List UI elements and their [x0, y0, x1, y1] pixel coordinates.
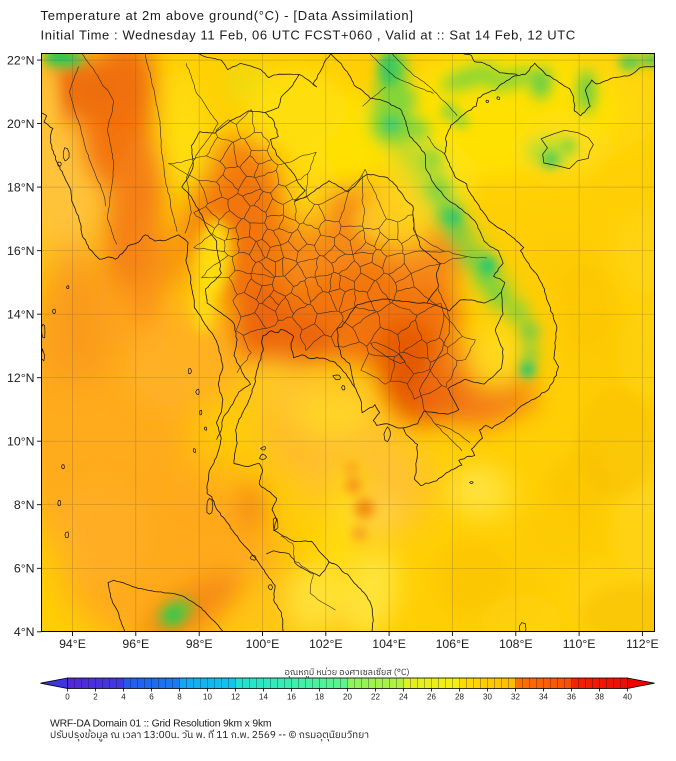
svg-text:4: 4 [121, 693, 126, 702]
svg-text:98°E: 98°E [186, 637, 213, 651]
svg-text:112°E: 112°E [626, 637, 659, 651]
svg-text:16°N: 16°N [7, 244, 34, 258]
svg-text:18°N: 18°N [7, 180, 34, 194]
svg-text:38: 38 [595, 693, 604, 702]
svg-text:18: 18 [315, 693, 324, 702]
svg-text:34: 34 [539, 693, 548, 702]
svg-text:30: 30 [483, 693, 492, 702]
svg-text:16: 16 [287, 693, 296, 702]
svg-text:36: 36 [567, 693, 576, 702]
svg-text:104°E: 104°E [372, 637, 406, 651]
svg-text:108°E: 108°E [499, 637, 533, 651]
svg-text:32: 32 [511, 693, 520, 702]
svg-text:22: 22 [371, 693, 380, 702]
svg-text:14: 14 [259, 693, 268, 702]
svg-text:24: 24 [399, 693, 408, 702]
svg-text:6°N: 6°N [14, 562, 35, 576]
svg-text:10°N: 10°N [7, 435, 34, 449]
svg-text:20: 20 [343, 693, 352, 702]
svg-text:6: 6 [149, 693, 154, 702]
svg-text:40: 40 [623, 693, 632, 702]
svg-text:0: 0 [65, 693, 70, 702]
svg-text:4°N: 4°N [14, 625, 35, 639]
svg-text:Initial Time : Wednesday 11 Fe: Initial Time : Wednesday 11 Feb, 06 UTC … [41, 28, 576, 43]
svg-text:22°N: 22°N [7, 53, 34, 67]
svg-text:14°N: 14°N [7, 308, 34, 322]
svg-text:102°E: 102°E [309, 637, 343, 651]
svg-text:20°N: 20°N [7, 117, 34, 131]
svg-text:Temperature at 2m above ground: Temperature at 2m above ground(°C) - [Da… [41, 8, 414, 23]
svg-text:2: 2 [93, 693, 98, 702]
svg-text:100°E: 100°E [246, 637, 280, 651]
svg-text:28: 28 [455, 693, 464, 702]
svg-text:8°N: 8°N [14, 498, 35, 512]
svg-text:12: 12 [231, 693, 240, 702]
svg-text:106°E: 106°E [436, 637, 470, 651]
svg-text:10: 10 [203, 693, 212, 702]
svg-text:94°E: 94°E [59, 637, 86, 651]
svg-text:26: 26 [427, 693, 436, 702]
svg-text:8: 8 [177, 693, 182, 702]
svg-text:110°E: 110°E [563, 637, 596, 651]
svg-text:WRF-DA Domain 01 :: Grid Resol: WRF-DA Domain 01 :: Grid Resolution 9km … [50, 719, 271, 730]
svg-text:96°E: 96°E [122, 637, 149, 651]
svg-text:12°N: 12°N [7, 371, 34, 385]
